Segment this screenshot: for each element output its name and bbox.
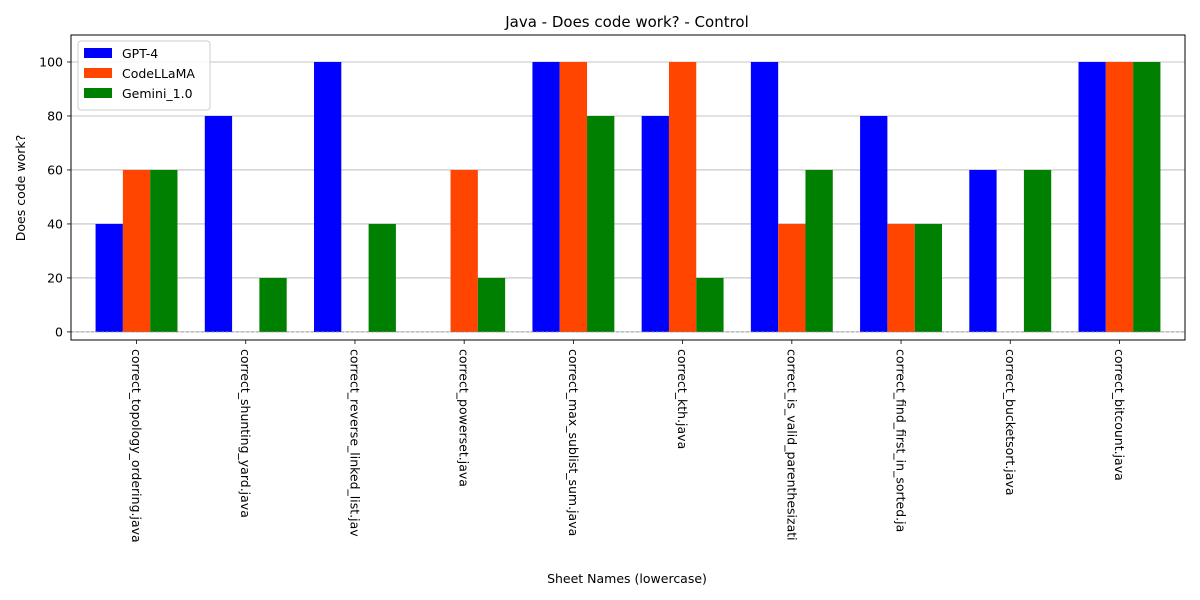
bar-gemini-1-0 [150, 169, 178, 332]
bars [95, 61, 1161, 332]
bar-gpt-4 [314, 61, 342, 332]
bar-gpt-4 [204, 115, 233, 332]
y-tick-label: 40 [47, 216, 63, 231]
x-tick-label: correct_reverse_linked_list.jav [347, 349, 362, 537]
bar-gpt-4 [1078, 61, 1106, 332]
bar-codellama [887, 223, 915, 332]
x-tick-label: correct_is_valid_parenthesizati [784, 349, 799, 541]
bar-gemini-1-0 [477, 277, 506, 332]
y-axis-label: Does code work? [13, 135, 28, 241]
bar-gemini-1-0 [259, 277, 287, 332]
bar-gemini-1-0 [696, 277, 724, 332]
x-tick-label: correct_max_sublist_sum.java [566, 349, 581, 536]
y-tick-label: 100 [39, 54, 63, 69]
x-tick-label: correct_find_first_in_sorted.ja [894, 349, 909, 532]
bar-gemini-1-0 [1023, 169, 1052, 332]
legend-swatch [84, 48, 112, 58]
x-tick-label: correct_shunting_yard.java [238, 349, 253, 518]
legend: GPT-4 CodeLLaMA Gemini_1.0 [77, 40, 211, 111]
bar-gemini-1-0 [805, 169, 833, 332]
y-tick-label: 20 [47, 270, 63, 285]
x-axis-label: Sheet Names (lowercase) [547, 571, 707, 586]
legend-swatch [84, 88, 112, 98]
y-tick-label: 0 [55, 324, 63, 339]
gridlines [71, 61, 1185, 333]
chart-title: Java - Does code work? - Control [504, 13, 749, 31]
y-tick-label: 60 [47, 162, 63, 177]
legend-label: GPT-4 [122, 46, 158, 61]
ticks: 0 20 40 60 80 100 correct_topology_ordering.ja… [39, 54, 1127, 542]
axes [70, 34, 1186, 341]
bar-codellama [122, 169, 151, 332]
x-tick-label: correct_topology_ordering.java [129, 349, 144, 543]
bar-gpt-4 [969, 169, 997, 332]
bar-gpt-4 [860, 115, 888, 332]
x-tick-label: correct_powerset.java [457, 349, 472, 487]
legend-swatch [84, 68, 112, 78]
bar-gpt-4 [95, 223, 123, 332]
bar-codellama [1105, 61, 1134, 332]
bar-gpt-4 [641, 115, 669, 332]
bar-codellama [668, 61, 697, 332]
bar-gemini-1-0 [587, 115, 615, 332]
bar-codellama [778, 223, 806, 332]
bar-codellama [559, 61, 588, 332]
x-tick-label: correct_bucketsort.java [1003, 349, 1018, 496]
plot-frame [70, 34, 1186, 341]
legend-label: CodeLLaMA [122, 66, 195, 81]
x-tick-label: correct_kth.java [675, 349, 690, 449]
bar-codellama [450, 169, 478, 332]
x-tick-label: correct_bitcount.java [1112, 349, 1127, 481]
bar-gpt-4 [750, 61, 779, 332]
bar-gpt-4 [532, 61, 560, 332]
bar-gemini-1-0 [368, 223, 396, 332]
bar-gemini-1-0 [914, 223, 942, 332]
legend-label: Gemini_1.0 [122, 86, 193, 101]
bar-gemini-1-0 [1133, 61, 1161, 332]
y-tick-label: 80 [47, 108, 63, 123]
